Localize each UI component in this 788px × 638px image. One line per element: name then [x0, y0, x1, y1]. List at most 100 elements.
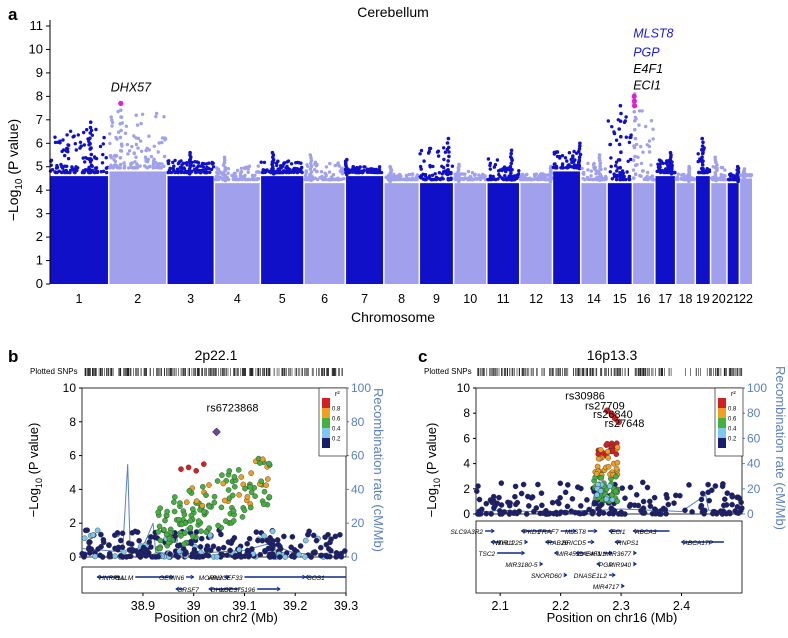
regional-snp	[494, 500, 501, 507]
snp-point	[661, 169, 666, 173]
snp-point	[700, 136, 704, 141]
regional-snp	[649, 510, 656, 517]
snp-point	[62, 153, 67, 158]
regional-snp	[205, 552, 212, 559]
gene-arrow	[490, 539, 495, 545]
snp-point	[609, 164, 613, 169]
gene-label: ECI1	[611, 529, 626, 536]
gene-arrow	[226, 574, 230, 580]
snp-point	[435, 150, 440, 154]
regional-snp	[713, 510, 720, 517]
legend-title: r²	[335, 391, 340, 398]
snp-point	[163, 138, 167, 142]
snp-point	[377, 165, 382, 169]
regional-snp	[597, 447, 604, 453]
snp-point	[578, 152, 583, 157]
snp-point	[236, 168, 240, 173]
snp-point	[102, 135, 106, 140]
regional-snp	[239, 514, 246, 520]
gene-arrow	[590, 539, 595, 545]
snp-point	[665, 168, 670, 172]
regional-snp	[201, 508, 207, 515]
snp-point	[583, 177, 587, 182]
snp-point	[656, 165, 661, 169]
gene-arrow	[632, 528, 637, 534]
snp-point	[109, 115, 113, 119]
y2-tick-label: 0	[747, 507, 754, 521]
regional-snp	[257, 460, 263, 466]
regional-snp	[214, 478, 221, 484]
snp-point	[167, 168, 172, 173]
regional-snp	[488, 498, 495, 505]
y-tick-label: 8	[36, 88, 43, 103]
snp-point	[112, 158, 116, 162]
snp-point	[586, 168, 590, 172]
legend-tick-label: 0.6	[332, 417, 341, 423]
snp-point	[118, 135, 123, 140]
regional-snp	[525, 493, 531, 500]
snp-point	[428, 177, 432, 181]
snp-point	[439, 177, 443, 181]
snp-point	[337, 164, 341, 168]
regional-snp	[580, 510, 587, 517]
snp-point	[639, 161, 644, 166]
regional-snp	[187, 518, 194, 524]
y2-tick-label: 0	[351, 550, 358, 564]
snp-point	[618, 173, 622, 178]
snp-point	[408, 172, 412, 177]
snp-point	[286, 159, 291, 163]
snp-point	[411, 172, 415, 176]
panel-a-letter: a	[8, 5, 18, 24]
snp-point	[88, 147, 92, 151]
snp-point	[594, 171, 598, 176]
regional-snp	[203, 529, 210, 536]
regional-snp	[549, 499, 556, 506]
snp-point	[111, 166, 116, 170]
snp-point	[633, 163, 638, 168]
snp-point	[719, 172, 723, 177]
snp-point	[632, 110, 637, 114]
snp-point	[154, 165, 159, 170]
regional-snp	[565, 482, 571, 488]
regional-snp	[106, 550, 113, 557]
regional-snp	[193, 498, 200, 504]
y-tick-label: 3	[36, 206, 43, 221]
snp-point	[445, 141, 450, 145]
snp-point	[74, 148, 79, 152]
snp-point	[610, 125, 614, 129]
gene-label: HNRPLL	[99, 575, 125, 582]
regional-snp	[618, 509, 625, 516]
snp-point	[309, 156, 313, 160]
snp-point	[193, 160, 197, 164]
regional-snp	[199, 502, 206, 509]
snp-point	[309, 178, 313, 183]
regional-snp	[188, 538, 194, 545]
regional-snp	[651, 494, 658, 501]
regional-snp	[131, 547, 137, 554]
regional-snp	[557, 494, 563, 501]
snp-point	[324, 165, 329, 169]
x-tick-label: 22	[739, 292, 753, 306]
regional-snp	[310, 532, 317, 539]
snp-point	[446, 159, 451, 163]
regional-snp	[263, 482, 269, 489]
x-tick-label: 14	[587, 292, 601, 306]
y-tick-label: 11	[30, 18, 44, 33]
gene-frame	[81, 566, 347, 594]
snp-point	[437, 171, 442, 175]
regional-snp	[211, 499, 218, 506]
snp-point	[108, 132, 112, 136]
regional-snp	[594, 491, 600, 498]
snp-point	[98, 144, 103, 149]
y-tick-label: 6	[463, 431, 470, 445]
snp-point	[515, 173, 519, 177]
snp-point	[303, 177, 307, 182]
snp-point	[642, 177, 647, 182]
regional-snp	[328, 536, 334, 543]
snp-point	[115, 137, 119, 141]
regional-snp	[200, 461, 207, 467]
regional-snp	[119, 530, 126, 537]
regional-snp	[197, 544, 204, 550]
highlight-snp	[631, 98, 637, 104]
